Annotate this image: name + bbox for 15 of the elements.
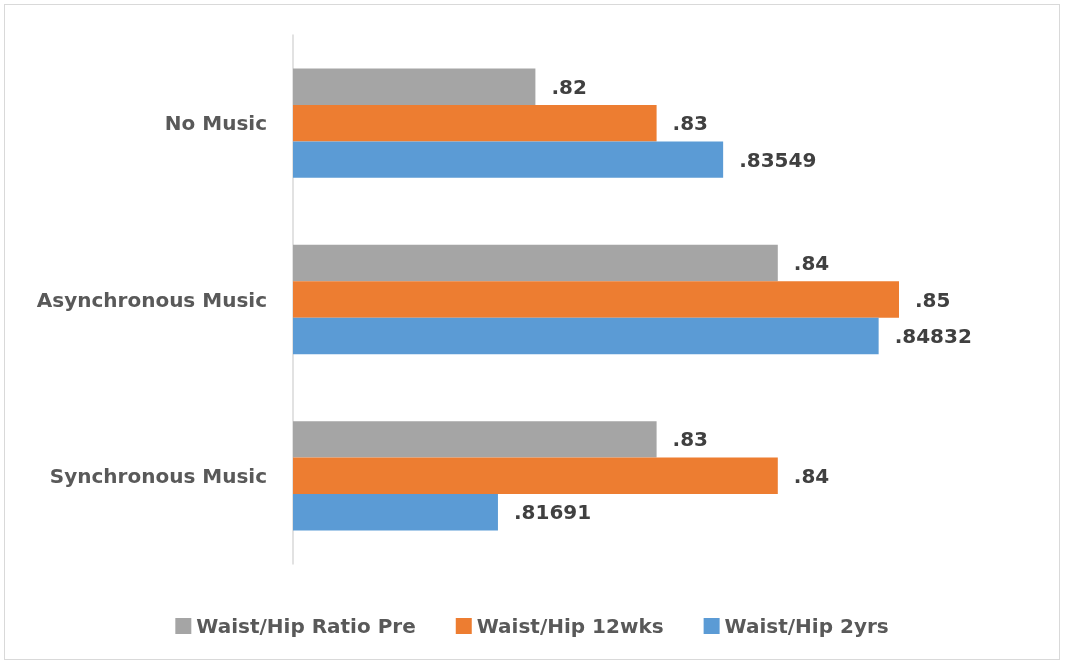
y-tick-label: Synchronous Music bbox=[49, 463, 267, 488]
legend-label: Waist/Hip 2yrs bbox=[724, 614, 889, 638]
data-label: .83549 bbox=[739, 147, 817, 172]
data-label: .83 bbox=[672, 427, 709, 452]
data-label: .82 bbox=[551, 74, 587, 99]
data-label: .84832 bbox=[894, 323, 972, 348]
data-label: .81691 bbox=[513, 500, 592, 525]
data-label: .83 bbox=[672, 111, 709, 136]
legend-label: Waist/Hip Ratio Pre bbox=[196, 614, 416, 638]
legend-label: Waist/Hip 12wks bbox=[476, 614, 664, 638]
data-label: .85 bbox=[915, 287, 951, 312]
data-label: .84 bbox=[793, 463, 830, 488]
y-tick-label: No Music bbox=[164, 111, 267, 136]
data-label: .84 bbox=[793, 251, 830, 276]
y-tick-label: Asynchronous Music bbox=[36, 287, 267, 312]
